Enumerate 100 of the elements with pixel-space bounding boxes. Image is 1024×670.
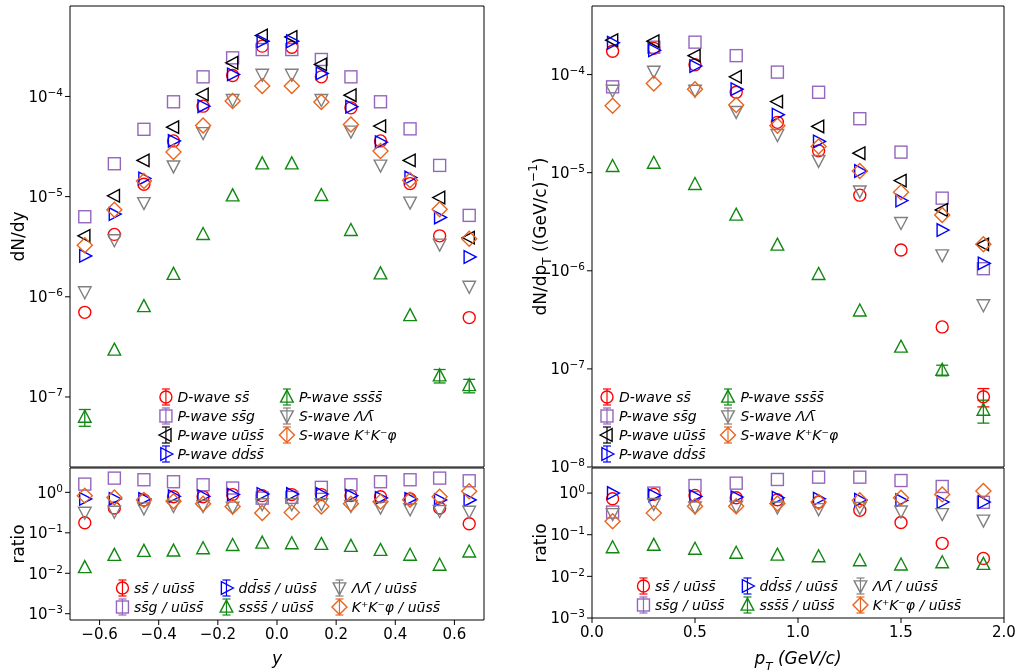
point (136, 298, 151, 313)
legend-label: K⁺K⁻φ / uūss̄ (351, 599, 441, 615)
point (852, 303, 867, 317)
x-tick-label: 0.6 (442, 625, 467, 643)
point (894, 505, 908, 519)
point (343, 125, 358, 139)
point (811, 470, 826, 484)
point (138, 171, 152, 186)
point (107, 342, 122, 356)
point (403, 307, 418, 322)
y-tick-label: 10$^{−4}$ (28, 85, 64, 106)
point (461, 483, 478, 500)
point (166, 499, 181, 514)
point (646, 497, 661, 512)
point (977, 256, 991, 271)
point (283, 77, 300, 95)
point (284, 498, 299, 512)
point (314, 187, 329, 202)
point (344, 70, 358, 84)
point (811, 502, 826, 517)
point (166, 95, 181, 109)
point (78, 305, 92, 320)
y-tick-label: 10$^{0}$ (559, 482, 585, 503)
point (342, 116, 360, 133)
point (137, 122, 151, 137)
legend-label: sss̄s̄ / uūss̄ (759, 597, 835, 613)
point (432, 501, 447, 515)
point (976, 514, 991, 528)
point (225, 51, 240, 65)
point (770, 115, 785, 130)
legend-label: ss̄ / uūss̄ (654, 578, 716, 594)
point (432, 504, 447, 519)
point (137, 177, 151, 191)
point (343, 538, 358, 553)
point (935, 479, 949, 494)
point (604, 513, 621, 530)
point (605, 492, 620, 506)
point (314, 70, 329, 84)
point (403, 547, 418, 561)
point (462, 474, 476, 488)
point (935, 249, 950, 263)
point (255, 42, 269, 57)
point (284, 68, 299, 83)
point (372, 119, 387, 134)
legend-label: ss̄ / uūss̄ (133, 580, 195, 596)
point (935, 320, 949, 334)
y-axis-title: ratio (8, 524, 28, 564)
x-tick-label: −0.2 (199, 625, 237, 643)
point (729, 105, 744, 120)
point (107, 471, 122, 485)
point (403, 473, 417, 487)
point (433, 492, 448, 507)
point (936, 495, 950, 510)
point (254, 504, 271, 522)
point (646, 34, 660, 49)
point (254, 77, 271, 95)
x-tick-label: 2.0 (992, 623, 1016, 641)
point (255, 498, 270, 512)
point (107, 234, 122, 248)
point (373, 266, 388, 280)
point (770, 472, 785, 487)
point (166, 543, 181, 557)
legend-label: sss̄s̄ / uūss̄ (238, 599, 314, 615)
point (770, 237, 785, 251)
point (78, 210, 92, 224)
point (313, 57, 328, 72)
point (77, 228, 91, 243)
point (196, 541, 211, 555)
legend-label: S-wave K⁺K⁻φ (740, 427, 839, 443)
point (196, 126, 211, 141)
point (166, 266, 181, 281)
y-tick-label: 10$^{−1}$ (28, 522, 63, 543)
point (606, 486, 621, 501)
point (688, 541, 702, 555)
point (432, 238, 447, 252)
y-tick-label: 10$^{−4}$ (550, 63, 586, 84)
point (688, 176, 702, 191)
point (78, 477, 92, 491)
point (605, 80, 620, 94)
point (255, 68, 270, 83)
legend-label: ΛΛ̄ / uūss̄ (351, 580, 417, 596)
point (432, 190, 446, 205)
legend-label: D-wave ss̄ (619, 389, 691, 405)
point (403, 176, 417, 191)
point (770, 128, 785, 143)
x-tick-label: 1.5 (889, 623, 913, 641)
point (196, 226, 211, 241)
point (342, 495, 360, 513)
point (935, 555, 950, 569)
point (433, 210, 448, 225)
point (812, 134, 827, 149)
legend-label: P-wave dd̄ss̄ (177, 446, 264, 462)
legend-label: dd̄ss̄ / uūss̄ (759, 578, 838, 594)
point (688, 84, 702, 98)
point (402, 153, 416, 168)
point (605, 44, 620, 58)
point (284, 29, 298, 44)
point (645, 504, 662, 522)
legend-label: ss̄g / uūss̄ (133, 599, 204, 615)
point (463, 492, 477, 507)
